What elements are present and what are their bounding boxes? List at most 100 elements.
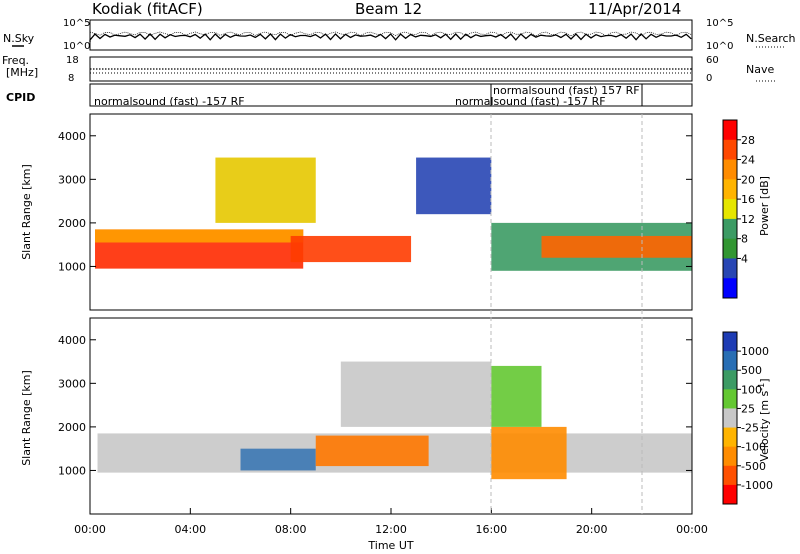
power-colorbar-swatch-6 — [723, 218, 737, 240]
noise-traces — [89, 31, 692, 42]
power-colorbar-swatch-3 — [723, 159, 737, 180]
velocity-ytick-label-4: 4000 — [58, 334, 86, 347]
cpid-segment-1: normalsound (fast) -157 RF — [94, 95, 245, 108]
noise-right-tick-top: 10^5 — [706, 18, 733, 29]
freq-tick-bottom: 8 — [68, 73, 74, 84]
power-colorbar-swatch-4 — [723, 179, 737, 200]
noise-right-tick-bottom: 10^0 — [706, 41, 733, 52]
power-colorbar-tick-2: 24 — [741, 154, 755, 167]
velocity-x-ticks: 00:00 04:00 08:00 12:00 16:00 20:00 00:00 — [74, 508, 708, 536]
noise-left-label: N.Sky — [3, 32, 35, 45]
velocity-band-2 — [340, 361, 492, 427]
power-colorbar-label: Power [dB] — [758, 176, 771, 236]
power-colorbar-tick-4: 16 — [741, 193, 755, 206]
cpid-segment-2: normalsound (fast) 157 RF — [493, 84, 640, 97]
velocity-colorbar-label-sup: -1 — [757, 383, 766, 391]
velocity-colorbar-tick-1: 1000 — [741, 345, 769, 358]
velocity-colorbar-swatch-7 — [723, 446, 737, 467]
noise-left-tick-bottom: 10^0 — [63, 41, 90, 52]
velocity-colorbar-swatch-1 — [723, 332, 737, 352]
power-ytick-label-2: 2000 — [58, 217, 86, 230]
power-band-3 — [290, 235, 412, 263]
power-colorbar-tick-7: 4 — [741, 252, 748, 265]
date-title: 11/Apr/2014 — [588, 0, 681, 18]
velocity-colorbar: 1000 500 100 25 -25 -100 -500 -1000 — [722, 331, 773, 505]
velocity-colorbar-tick-4: 25 — [741, 402, 755, 415]
power-colorbar-tick-6: 8 — [741, 233, 748, 246]
noise-search-trace — [89, 31, 692, 37]
power-colorbar-frame — [722, 119, 738, 299]
velocity-ylabel: Slant Range [km] — [20, 370, 33, 466]
cpid-frame — [89, 83, 693, 107]
velocity-ytick-label-3: 3000 — [58, 377, 86, 390]
velocity-xtick-label-3: 08:00 — [275, 523, 307, 536]
velocity-colorbar-label-main: Velocity [m s — [758, 390, 771, 461]
noise-panel: 10^5 10^0 10^5 10^0 N.Sky N.Search — [3, 18, 796, 52]
frequency-panel: Freq. [MHz] 18 8 60 0 Nave — [2, 54, 776, 84]
cpid-panel: CPID normalsound (fast) -157 RF normalso… — [6, 83, 693, 108]
velocity-colorbar-swatch-8 — [723, 465, 737, 486]
velocity-colorbar-label: Velocity [m s-1] — [757, 378, 771, 461]
velocity-colorbar-tick-2: 500 — [741, 364, 762, 377]
velocity-xtick-label-4: 12:00 — [375, 523, 407, 536]
power-colorbar-swatch-1 — [723, 120, 737, 141]
power-ytick-label-4: 4000 — [58, 130, 86, 143]
power-colorbar-swatch-7 — [723, 238, 737, 259]
power-frame — [89, 113, 693, 311]
power-colorbar-tick-5: 12 — [741, 213, 755, 226]
power-ytick-label-1: 1000 — [58, 260, 86, 273]
velocity-colorbar-swatch-6 — [723, 427, 737, 448]
noise-sky-trace — [89, 33, 692, 42]
station-title: Kodiak (fitACF) — [92, 0, 203, 18]
power-panel: 1000 2000 3000 4000 Slant Range [km] 28 24 20… — [20, 113, 771, 311]
cpid-segment-3: normalsound (fast) -157 RF — [455, 95, 606, 108]
nave-label: Nave — [746, 63, 774, 76]
power-colorbar-swatch-5 — [723, 199, 737, 220]
noise-left-tick-top: 10^5 — [63, 18, 90, 29]
power-colorbar-swatch-2 — [723, 139, 737, 161]
power-bg — [90, 114, 692, 310]
velocity-colorbar-tick-8: -1000 — [741, 479, 773, 492]
velocity-colorbar-frame — [722, 331, 738, 505]
velocity-colorbar-tick-5: -25 — [741, 422, 759, 435]
noise-right-label: N.Search — [746, 32, 796, 45]
velocity-xtick-label-5: 16:00 — [475, 523, 507, 536]
velocity-y-ticks: 1000 2000 3000 4000 — [58, 334, 692, 477]
velocity-band-5 — [491, 426, 567, 480]
velocity-ytick-label-2: 2000 — [58, 421, 86, 434]
power-colorbar-tick-1: 28 — [741, 134, 755, 147]
velocity-xlabel: Time UT — [367, 539, 413, 552]
velocity-ytick-label-1: 1000 — [58, 464, 86, 477]
velocity-colorbar-swatch-5 — [723, 408, 737, 429]
cpid-label: CPID — [6, 91, 35, 104]
power-ytick-label-3: 3000 — [58, 173, 86, 186]
nave-tick-bottom: 0 — [706, 73, 712, 84]
velocity-colorbar-swatch-9 — [723, 484, 737, 505]
velocity-colorbar-swatch-2 — [723, 351, 737, 371]
power-band-4 — [215, 157, 316, 223]
velocity-data — [97, 361, 692, 480]
velocity-panel: 1000 2000 3000 4000 00:00 04:00 08:00 12:00 16:… — [20, 317, 773, 552]
freq-tick-top: 18 — [66, 55, 79, 66]
velocity-xtick-label-2: 04:00 — [174, 523, 206, 536]
velocity-band-4 — [315, 435, 429, 467]
power-colorbar-swatch-8 — [723, 258, 737, 279]
velocity-band-6 — [491, 365, 542, 427]
power-y-ticks: 1000 2000 3000 4000 — [58, 130, 692, 273]
velocity-xtick-label-1: 00:00 — [74, 523, 106, 536]
power-colorbar: 28 24 20 16 12 8 4 — [722, 119, 755, 299]
velocity-xtick-label-6: 20:00 — [576, 523, 608, 536]
power-colorbar-tick-3: 20 — [741, 173, 755, 186]
power-band-7 — [541, 235, 692, 258]
power-colorbar-swatch-9 — [723, 278, 737, 299]
power-data — [95, 157, 692, 271]
freq-label-2: [MHz] — [6, 66, 38, 79]
power-band-5 — [416, 157, 492, 215]
velocity-colorbar-tick-6: -100 — [741, 441, 766, 454]
velocity-colorbar-swatch-4 — [723, 389, 737, 409]
beam-title: Beam 12 — [355, 0, 422, 18]
power-band-2 — [95, 229, 304, 243]
nave-tick-top: 60 — [706, 55, 719, 66]
velocity-xtick-label-7: 00:00 — [676, 523, 708, 536]
